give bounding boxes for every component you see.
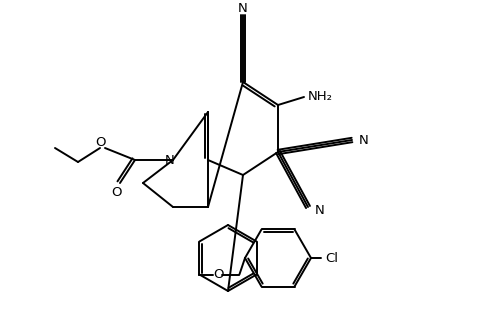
Text: N: N xyxy=(238,2,248,14)
Text: O: O xyxy=(96,135,106,148)
Text: N: N xyxy=(359,133,369,146)
Text: N: N xyxy=(315,203,325,216)
Text: N: N xyxy=(165,153,175,166)
Text: O: O xyxy=(111,186,121,199)
Text: Cl: Cl xyxy=(325,251,338,265)
Text: O: O xyxy=(213,268,224,281)
Text: NH₂: NH₂ xyxy=(308,91,333,104)
